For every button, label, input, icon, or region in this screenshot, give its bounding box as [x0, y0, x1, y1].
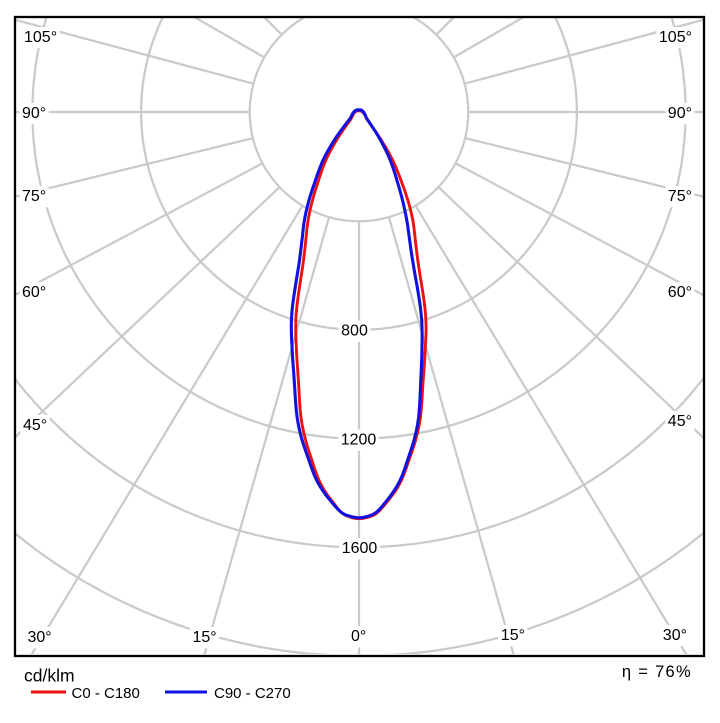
- svg-text:90°: 90°: [668, 105, 692, 122]
- svg-text:75°: 75°: [22, 188, 46, 205]
- svg-text:60°: 60°: [22, 284, 46, 301]
- svg-text:C0 - C180: C0 - C180: [72, 685, 140, 702]
- svg-text:15°: 15°: [501, 627, 525, 644]
- svg-text:η = 76%: η = 76%: [622, 663, 692, 681]
- svg-text:C90 - C270: C90 - C270: [214, 685, 291, 702]
- svg-text:cd/klm: cd/klm: [24, 666, 75, 686]
- svg-text:90°: 90°: [22, 105, 46, 122]
- svg-text:75°: 75°: [668, 188, 692, 205]
- svg-text:105°: 105°: [659, 29, 692, 46]
- svg-text:1200: 1200: [341, 432, 377, 449]
- svg-text:60°: 60°: [668, 284, 692, 301]
- svg-text:45°: 45°: [23, 417, 47, 434]
- svg-text:15°: 15°: [193, 629, 217, 646]
- svg-text:105°: 105°: [24, 29, 57, 46]
- svg-text:30°: 30°: [663, 627, 687, 644]
- svg-text:800: 800: [341, 323, 368, 340]
- svg-text:1600: 1600: [342, 540, 378, 557]
- svg-text:0°: 0°: [351, 628, 366, 645]
- svg-text:30°: 30°: [28, 629, 52, 646]
- svg-text:45°: 45°: [668, 413, 692, 430]
